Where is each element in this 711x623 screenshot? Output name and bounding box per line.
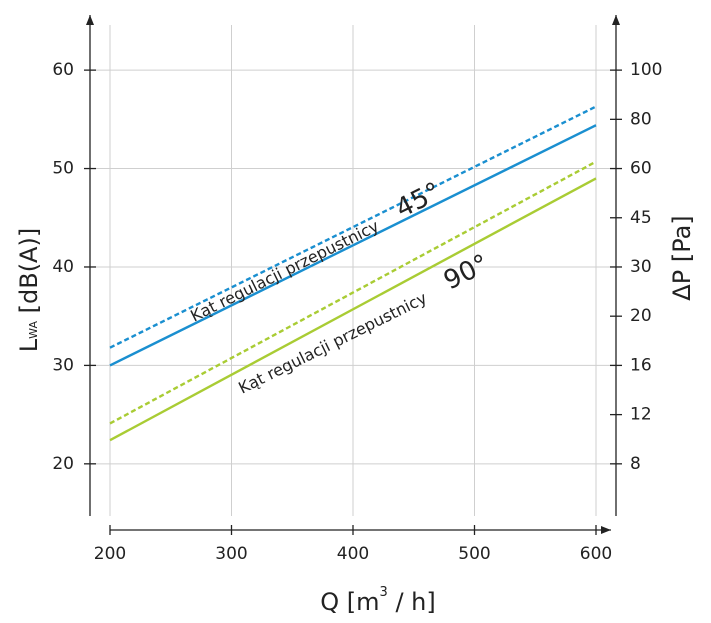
x-tick-label: 300: [215, 544, 247, 564]
x-tick-label: 400: [337, 544, 369, 564]
series-line: [109, 105, 597, 349]
y2-tick-label: 60: [630, 159, 652, 179]
x-tick-label: 200: [94, 544, 126, 564]
y-label-main: L: [15, 338, 43, 352]
series-line: [109, 160, 597, 425]
y2-tick-label: 45: [630, 208, 652, 228]
y2-tick-label: 100: [630, 60, 662, 80]
y-tick-label: 40: [52, 257, 74, 277]
y2-tick-label: 8: [630, 454, 641, 474]
y-label-sub: WA: [27, 321, 40, 339]
x-label-main: Q [m: [320, 588, 379, 616]
y2-tick-label: 80: [630, 109, 652, 129]
y-arrow: [86, 15, 94, 25]
x-tick-label: 500: [458, 544, 490, 564]
y2-tick-label: 30: [630, 257, 652, 277]
annotation-angle: 90°: [439, 249, 494, 296]
x-label-sup: 3: [380, 585, 388, 600]
x-label-tail: / h]: [388, 588, 436, 616]
y-axis-label: LWA [dB(A)]: [15, 228, 43, 352]
series-line: [109, 177, 597, 442]
y-label-tail: [dB(A)]: [15, 228, 43, 321]
series-line: [109, 124, 597, 367]
y-tick-label: 20: [52, 454, 74, 474]
x-arrow: [601, 526, 611, 534]
x-tick-label: 600: [580, 544, 612, 564]
y-tick-label: 50: [52, 159, 74, 179]
y2-tick-label: 12: [630, 405, 652, 425]
y-tick-label: 30: [52, 355, 74, 375]
y2-axis-label: ΔP [Pa]: [668, 215, 696, 300]
y2-tick-label: 20: [630, 306, 652, 326]
y2-tick-label: 16: [630, 355, 652, 375]
y2-arrow: [612, 15, 620, 25]
y-tick-label: 60: [52, 60, 74, 80]
annotation-angle: 45°: [391, 177, 446, 224]
x-axis-label: Q [m3 / h]: [320, 585, 435, 617]
